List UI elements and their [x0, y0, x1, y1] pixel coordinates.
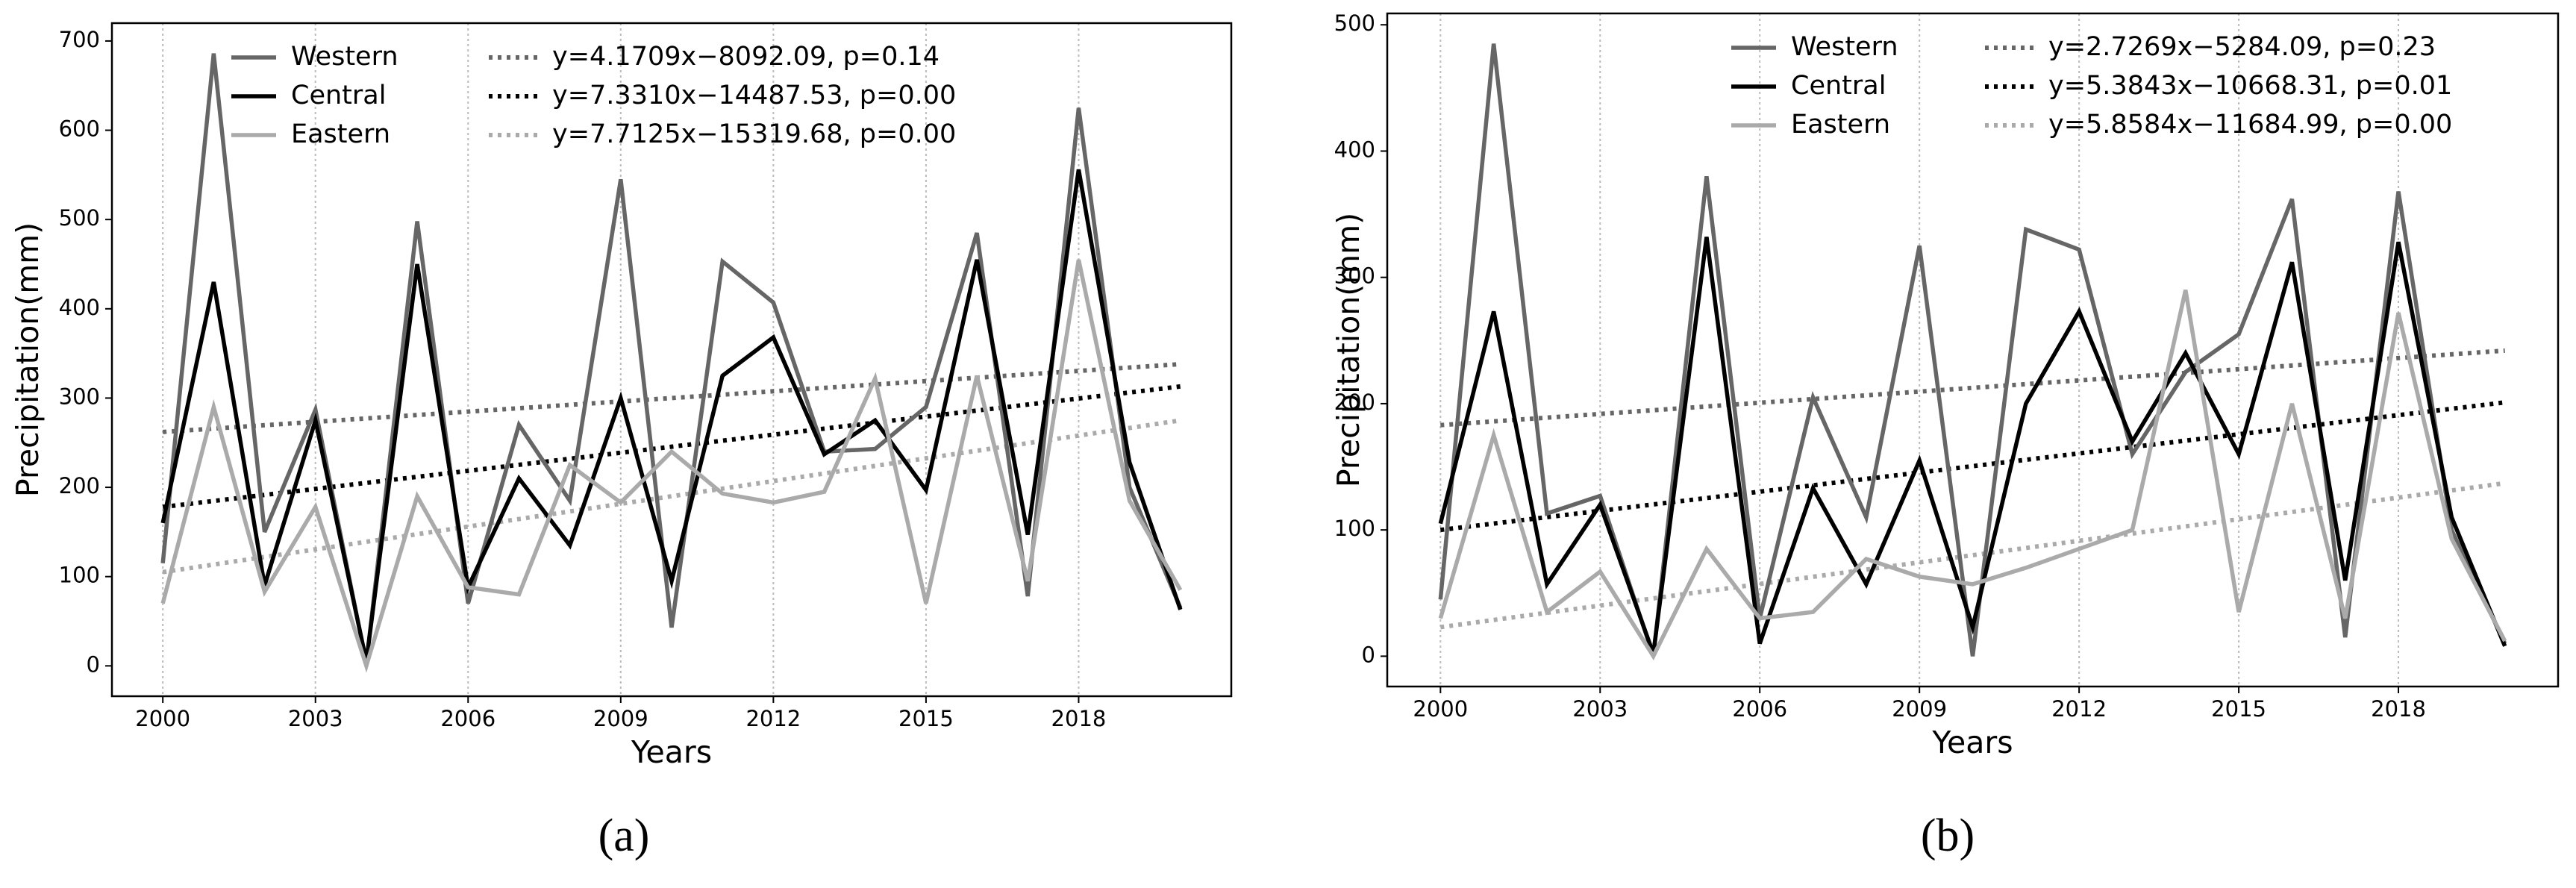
legend-label: Central	[291, 81, 386, 110]
x-tick-label: 2015	[2211, 696, 2266, 722]
x-axis-label: Years	[631, 734, 712, 770]
series-line	[1438, 290, 2507, 661]
legend-label: Eastern	[1791, 110, 1890, 140]
plot-frame	[1386, 12, 2560, 688]
caption: (b)	[1921, 810, 1975, 861]
y-tick-label: 100	[1334, 516, 1375, 541]
y-tick-label: 100	[59, 563, 100, 588]
series-line	[160, 259, 1183, 673]
x-tick-label: 2015	[898, 706, 954, 731]
x-tick-label: 2006	[440, 706, 495, 731]
legend-label: y=7.3310x−14487.53, p=0.00	[552, 81, 956, 110]
x-tick-label: 2003	[1572, 696, 1628, 722]
x-axis-label: Years	[1931, 725, 2013, 760]
legend-label: Western	[291, 42, 398, 72]
y-tick-label: 300	[1334, 263, 1375, 289]
y-tick-label: 700	[59, 27, 100, 52]
x-tick-label: 2003	[288, 706, 343, 731]
legend-label: y=5.8584x−11684.99, p=0.00	[2048, 110, 2452, 140]
plot-frame	[110, 22, 1233, 698]
x-tick-label: 2012	[2051, 696, 2107, 722]
y-tick-label: 600	[59, 116, 100, 142]
y-tick-label: 400	[59, 295, 100, 320]
x-tick-label: 2009	[593, 706, 648, 731]
x-tick-label: 2018	[2371, 696, 2426, 722]
legend-label: y=5.3843x−10668.31, p=0.01	[2048, 71, 2452, 101]
legend-label: y=2.7269x−5284.09, p=0.23	[2048, 32, 2436, 62]
series-line	[160, 169, 1183, 662]
x-tick-label: 2006	[1732, 696, 1787, 722]
y-axis-label: Precipitation(mm)	[10, 222, 46, 497]
y-tick-label: 200	[1334, 390, 1375, 415]
x-tick-label: 2018	[1051, 706, 1107, 731]
legend-label: Western	[1791, 32, 1898, 62]
y-tick-label: 0	[1362, 642, 1375, 667]
legend-label: y=4.1709x−8092.09, p=0.14	[552, 42, 940, 72]
x-tick-label: 2012	[745, 706, 801, 731]
caption: (a)	[598, 810, 650, 861]
x-tick-label: 2000	[1413, 696, 1468, 722]
legend-label: Eastern	[291, 119, 390, 149]
y-tick-label: 500	[1334, 10, 1375, 36]
series-line	[1438, 237, 2507, 654]
y-tick-label: 500	[59, 205, 100, 231]
y-tick-label: 0	[87, 651, 100, 677]
y-tick-label: 200	[59, 473, 100, 498]
trend-line	[1440, 348, 2505, 428]
trend-line	[162, 418, 1181, 575]
y-tick-label: 400	[1334, 137, 1375, 162]
legend-label: Central	[1791, 71, 1886, 101]
y-axis-label: Precipitation(mm)	[1331, 213, 1366, 487]
y-tick-label: 300	[59, 384, 100, 409]
x-tick-label: 2000	[135, 706, 190, 731]
legend-label: y=7.7125x−15319.68, p=0.00	[552, 119, 956, 149]
x-tick-label: 2009	[1892, 696, 1947, 722]
